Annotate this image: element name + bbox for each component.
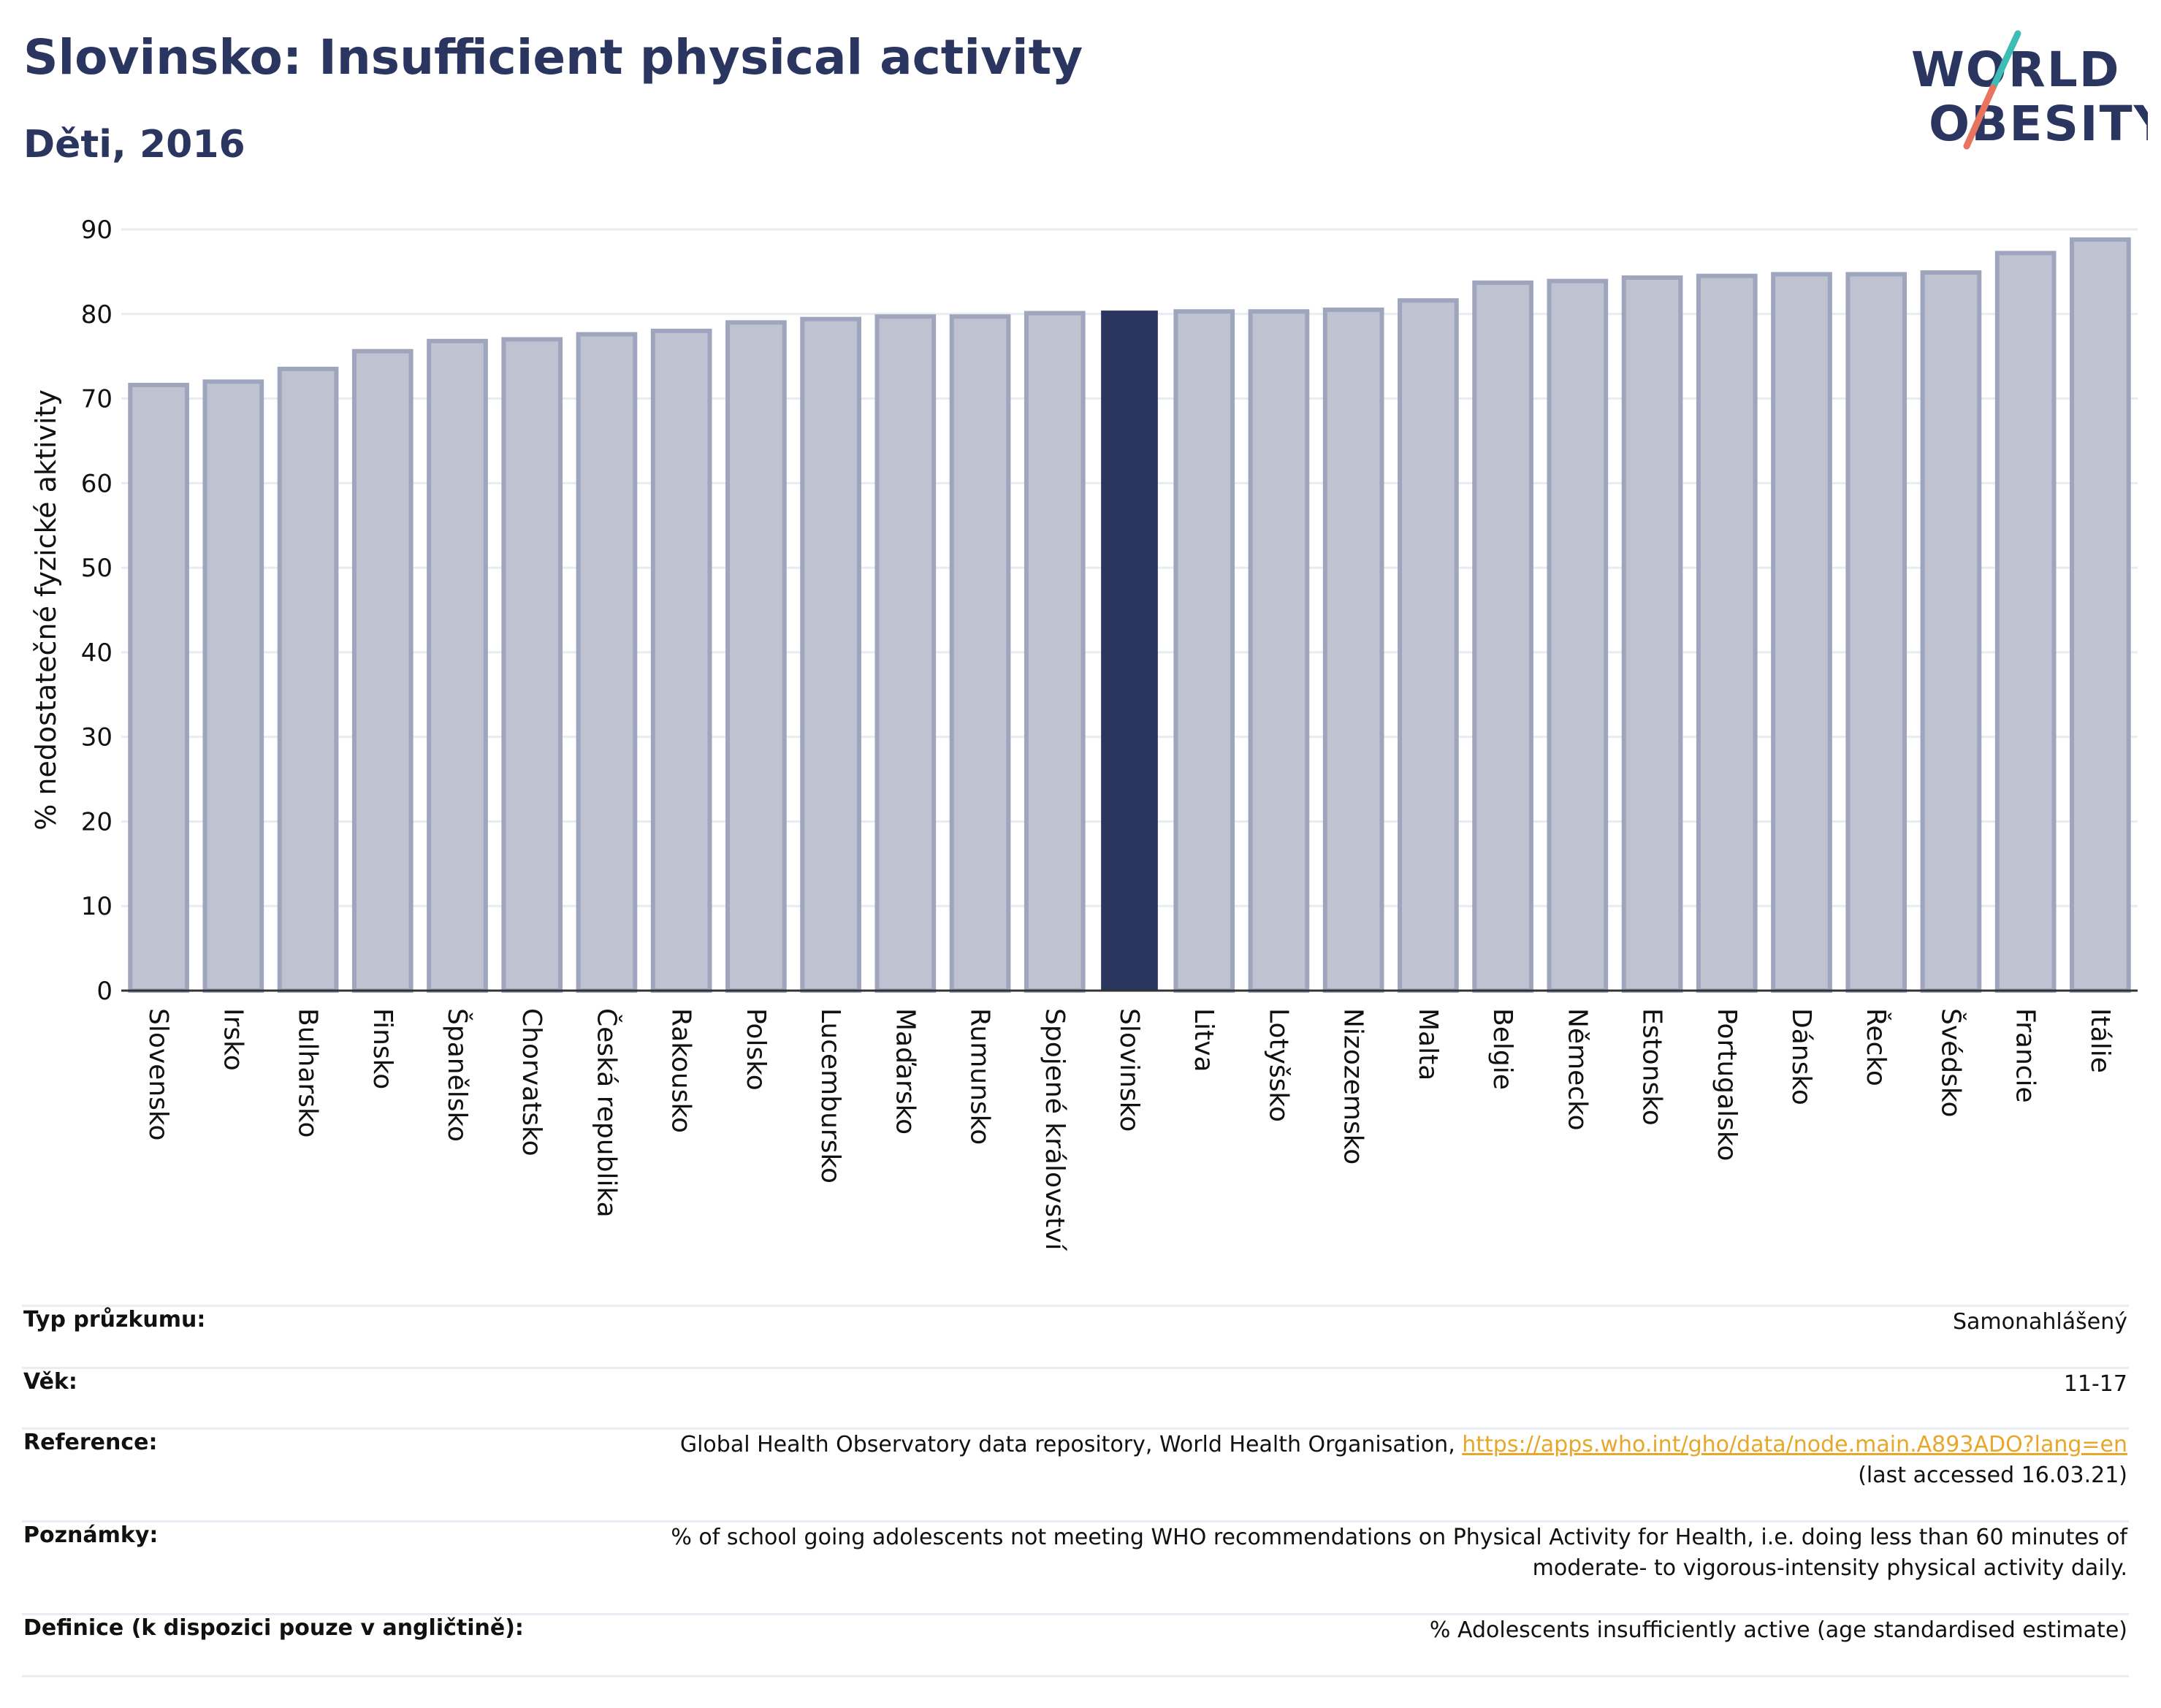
reference-link[interactable]: https://apps.who.int/gho/data/node.main.… <box>1462 1432 2127 1457</box>
x-tick-label: Švédsko <box>1935 1008 1966 1118</box>
bar-švédsko[interactable] <box>1920 270 1982 993</box>
x-tick-label: Německo <box>1562 1008 1592 1131</box>
x-tick-label: Belgie <box>1487 1008 1517 1090</box>
bar-lotyšsko[interactable] <box>1248 309 1310 993</box>
logo-slash-teal <box>1989 30 2021 91</box>
bar-česká-republika[interactable] <box>576 332 638 993</box>
bar-nizozemsko[interactable] <box>1322 307 1384 993</box>
x-tick-label: Malta <box>1413 1008 1443 1080</box>
y-tick-label: 50 <box>81 554 113 583</box>
bar-malta[interactable] <box>1398 298 1459 993</box>
x-tick-label: Finsko <box>367 1008 397 1089</box>
bar-slovensko[interactable] <box>128 383 189 993</box>
x-tick-label: Lucembursko <box>815 1008 845 1183</box>
bar-slovinsko[interactable] <box>1101 310 1158 991</box>
bar-litva[interactable] <box>1173 309 1235 993</box>
meta-row-reference: Reference: Global Health Observatory dat… <box>22 1427 2129 1522</box>
reference-text: Global Health Observatory data repositor… <box>679 1432 1463 1457</box>
x-tick-label: Rumunsko <box>965 1008 995 1145</box>
x-tick-label: Nizozemsko <box>1338 1008 1368 1164</box>
x-tick-label: Dánsko <box>1786 1008 1816 1105</box>
y-tick-label: 80 <box>81 300 113 329</box>
logo-word-world: WORLD <box>1911 42 2121 98</box>
x-tick-label: Francie <box>2011 1008 2040 1103</box>
label-layer: 0 10 20 30 40 50 60 70 80 90 Slovensko Irsko Bulhars… <box>81 216 2115 1251</box>
x-tick-label: Maďarsko <box>890 1008 920 1135</box>
bar-polsko[interactable] <box>725 320 787 994</box>
bar-chorvatsko[interactable] <box>501 337 563 993</box>
meta-row-survey: Typ průzkumu: Samonahlášený <box>22 1305 2129 1368</box>
bar-chart: 0 10 20 30 40 50 60 70 80 90 Slovensko Irsko Bulhars… <box>30 216 2138 1251</box>
x-tick-label: Chorvatsko <box>517 1008 546 1156</box>
y-tick-label: 20 <box>81 807 113 836</box>
age-value: 11-17 <box>580 1367 2129 1429</box>
bar-layer <box>128 237 2131 994</box>
x-tick-label: Bulharsko <box>293 1008 323 1138</box>
meta-row-age: Věk: 11-17 <box>22 1367 2129 1429</box>
y-tick-label: 60 <box>81 469 113 498</box>
metadata-table: Typ průzkumu: Samonahlášený Věk: 11-17 R… <box>22 1305 2129 1677</box>
notes-line-1: % of school going adolescents not meetin… <box>671 1525 2127 1550</box>
y-axis-label: % nedostatečné fyzické aktivity <box>30 389 62 831</box>
meta-row-definition: Definice (k dispozici pouze v angličtině… <box>22 1613 2129 1677</box>
bar-itálie[interactable] <box>2070 237 2131 994</box>
chart-title: Slovinsko: Insufficient physical activit… <box>23 29 1083 85</box>
y-tick-label: 90 <box>81 216 113 245</box>
bar-spojené-království[interactable] <box>1024 310 1086 993</box>
bar-německo[interactable] <box>1547 278 1609 993</box>
x-tick-label: Španělsko <box>442 1008 473 1142</box>
survey-label: Typ průzkumu: <box>22 1305 580 1368</box>
bar-finsko[interactable] <box>351 348 413 994</box>
bar-lucembursko[interactable] <box>800 316 861 994</box>
bar-řecko[interactable] <box>1845 272 1907 993</box>
y-tick-label: 70 <box>81 385 113 414</box>
reference-value: Global Health Observatory data repositor… <box>580 1427 2129 1522</box>
x-tick-label: Polsko <box>741 1008 771 1091</box>
x-tick-label: Slovensko <box>143 1008 173 1141</box>
x-tick-label: Spojené království <box>1040 1008 1070 1251</box>
y-tick-label: 40 <box>81 638 113 668</box>
survey-value: Samonahlášený <box>580 1305 2129 1368</box>
bar-francie[interactable] <box>1994 251 2057 993</box>
logo-slash-coral <box>1963 84 1997 150</box>
meta-row-notes: Poznámky: % of school going adolescents … <box>22 1520 2129 1614</box>
bar-irsko[interactable] <box>202 379 264 993</box>
y-tick-label: 30 <box>81 723 113 752</box>
x-tick-label: Rakousko <box>666 1008 696 1133</box>
notes-value: % of school going adolescents not meetin… <box>580 1520 2129 1614</box>
x-tick-label: Slovinsko <box>1114 1008 1144 1132</box>
bar-portugalsko[interactable] <box>1696 273 1758 993</box>
y-tick-label: 0 <box>96 977 113 1006</box>
x-tick-label: Irsko <box>218 1008 248 1071</box>
x-tick-label: Estonsko <box>1637 1008 1667 1126</box>
reference-label: Reference: <box>22 1427 580 1522</box>
notes-line-2: moderate- to vigorous-intensity physical… <box>1532 1555 2127 1581</box>
x-tick-label: Itálie <box>2085 1008 2115 1073</box>
bar-španělsko[interactable] <box>427 338 488 993</box>
y-tick-label: 10 <box>81 892 113 921</box>
x-tick-label: Litva <box>1189 1008 1219 1072</box>
chart-subtitle: Děti, 2016 <box>23 123 245 167</box>
world-obesity-logo: WORLD OBESITY <box>1911 30 2148 152</box>
x-tick-label: Lotyšsko <box>1263 1008 1293 1122</box>
x-tick-label: Portugalsko <box>1712 1008 1742 1161</box>
bar-maďarsko[interactable] <box>874 314 937 993</box>
x-tick-label: Řecko <box>1861 1008 1891 1086</box>
bar-belgie[interactable] <box>1472 280 1533 993</box>
bar-estonsko[interactable] <box>1621 275 1683 993</box>
bar-rakousko[interactable] <box>650 328 712 993</box>
reference-accessed: (last accessed 16.03.21) <box>1858 1463 2127 1488</box>
bar-dánsko[interactable] <box>1771 272 1832 993</box>
age-label: Věk: <box>22 1367 580 1429</box>
notes-label: Poznámky: <box>22 1520 580 1614</box>
x-tick-label: Česká republika <box>591 1008 622 1218</box>
definition-label: Definice (k dispozici pouze v angličtině… <box>22 1613 580 1677</box>
bar-rumunsko[interactable] <box>949 314 1011 993</box>
definition-value: % Adolescents insufficiently active (age… <box>580 1613 2129 1677</box>
bar-bulharsko[interactable] <box>277 367 339 993</box>
